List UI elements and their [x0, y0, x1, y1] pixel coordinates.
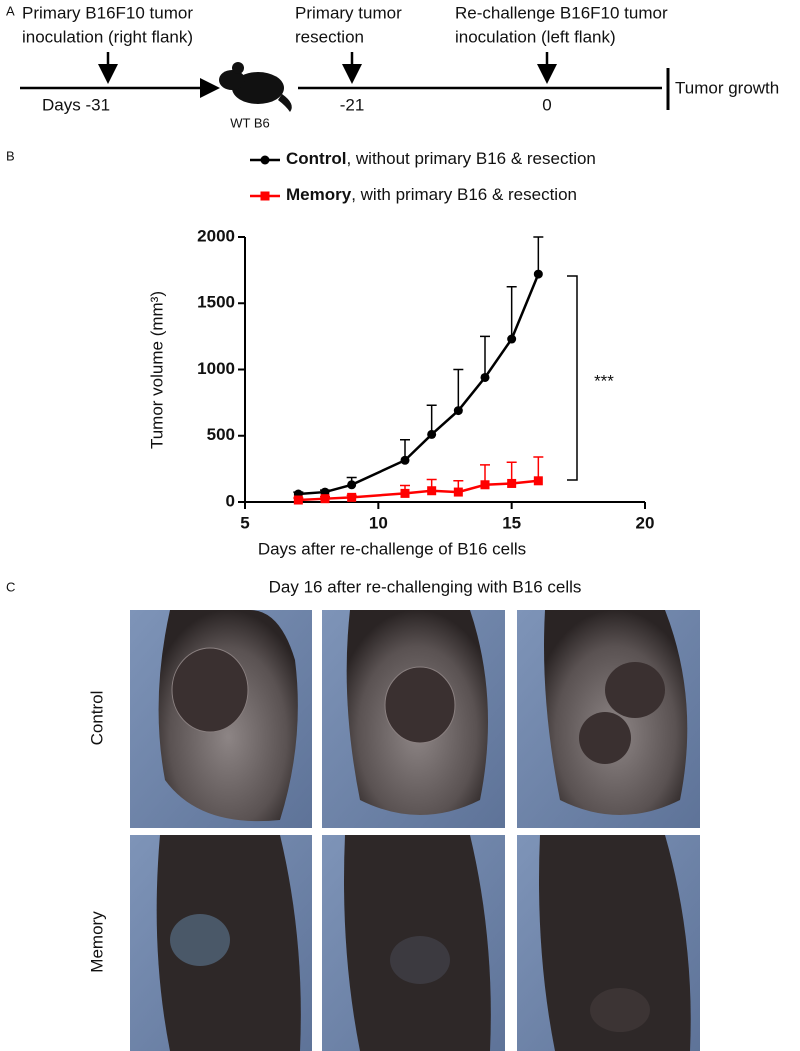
event-text: Primary B16F10 tumor	[22, 3, 193, 22]
error-bar	[426, 404, 437, 435]
legend-name: Control	[286, 149, 346, 168]
mouse-label: WT B6	[230, 115, 270, 130]
panel-label: C	[6, 579, 15, 594]
photo	[130, 610, 312, 828]
event-day: Days -31	[42, 95, 110, 114]
point	[533, 476, 543, 486]
point	[400, 455, 410, 465]
y-tick-label: 0	[226, 491, 235, 510]
y-axis-label: Tumor volume (mm³)	[147, 291, 166, 449]
y-tick-label: 2000	[197, 226, 235, 245]
photo	[322, 835, 505, 1051]
event-day: 0	[542, 95, 551, 114]
panel-label: A	[6, 3, 15, 18]
y-tick-label: 1500	[197, 293, 235, 312]
event-text: Primary tumor	[295, 3, 402, 22]
error-bar	[453, 368, 464, 411]
legend-note: , without primary B16 & resection	[346, 149, 595, 168]
row-label: Control	[87, 691, 106, 746]
legend-entry: Control, without primary B16 & resection	[286, 149, 596, 168]
photo	[517, 610, 700, 828]
x-axis-label: Days after re-challenge of B16 cells	[258, 539, 526, 558]
timeline	[20, 52, 670, 110]
legend-note: , with primary B16 & resection	[351, 185, 577, 204]
event-text: inoculation (left flank)	[455, 27, 616, 46]
photo	[130, 835, 312, 1051]
significance: ***	[594, 371, 614, 390]
point	[507, 478, 517, 488]
panel-title: Day 16 after re-challenging with B16 cel…	[269, 577, 582, 596]
photos	[130, 610, 700, 1051]
series-line	[298, 273, 540, 496]
point	[453, 487, 463, 497]
x-tick-label: 20	[636, 513, 655, 532]
legend-marker	[260, 155, 270, 165]
point	[533, 269, 543, 279]
point	[480, 372, 490, 382]
mouse-icon	[219, 62, 292, 112]
x-tick-label: 5	[240, 513, 249, 532]
point	[320, 494, 330, 504]
point	[347, 480, 357, 490]
significance-bracket	[567, 275, 578, 481]
photo	[517, 835, 700, 1051]
event-text: resection	[295, 27, 364, 46]
x-tick-label: 10	[369, 513, 388, 532]
point	[427, 429, 437, 439]
point	[400, 488, 410, 498]
y-tick-label: 500	[207, 425, 235, 444]
point	[453, 406, 463, 416]
row-label: Memory	[87, 911, 106, 973]
chart: 0 500 1000 1500 2000 5 10 15 20 Control, without …	[197, 149, 654, 532]
point	[507, 334, 517, 344]
legend-name: Memory	[286, 185, 352, 204]
point	[480, 480, 490, 490]
legend-marker	[260, 191, 270, 201]
panel-label: B	[6, 148, 15, 163]
error-bar	[506, 285, 517, 340]
end-label: Tumor growth	[675, 78, 779, 97]
event-text: inoculation (right flank)	[22, 27, 193, 46]
point	[293, 495, 303, 505]
error-bar	[533, 236, 544, 275]
y-tick-label: 1000	[197, 359, 235, 378]
legend-entry: Memory, with primary B16 & resection	[286, 185, 577, 204]
x-tick-label: 15	[502, 513, 521, 532]
error-bar	[480, 335, 490, 378]
photo	[322, 610, 505, 828]
point	[347, 492, 357, 502]
event-day: -21	[340, 95, 365, 114]
point	[427, 486, 437, 496]
event-text: Re-challenge B16F10 tumor	[455, 3, 668, 22]
